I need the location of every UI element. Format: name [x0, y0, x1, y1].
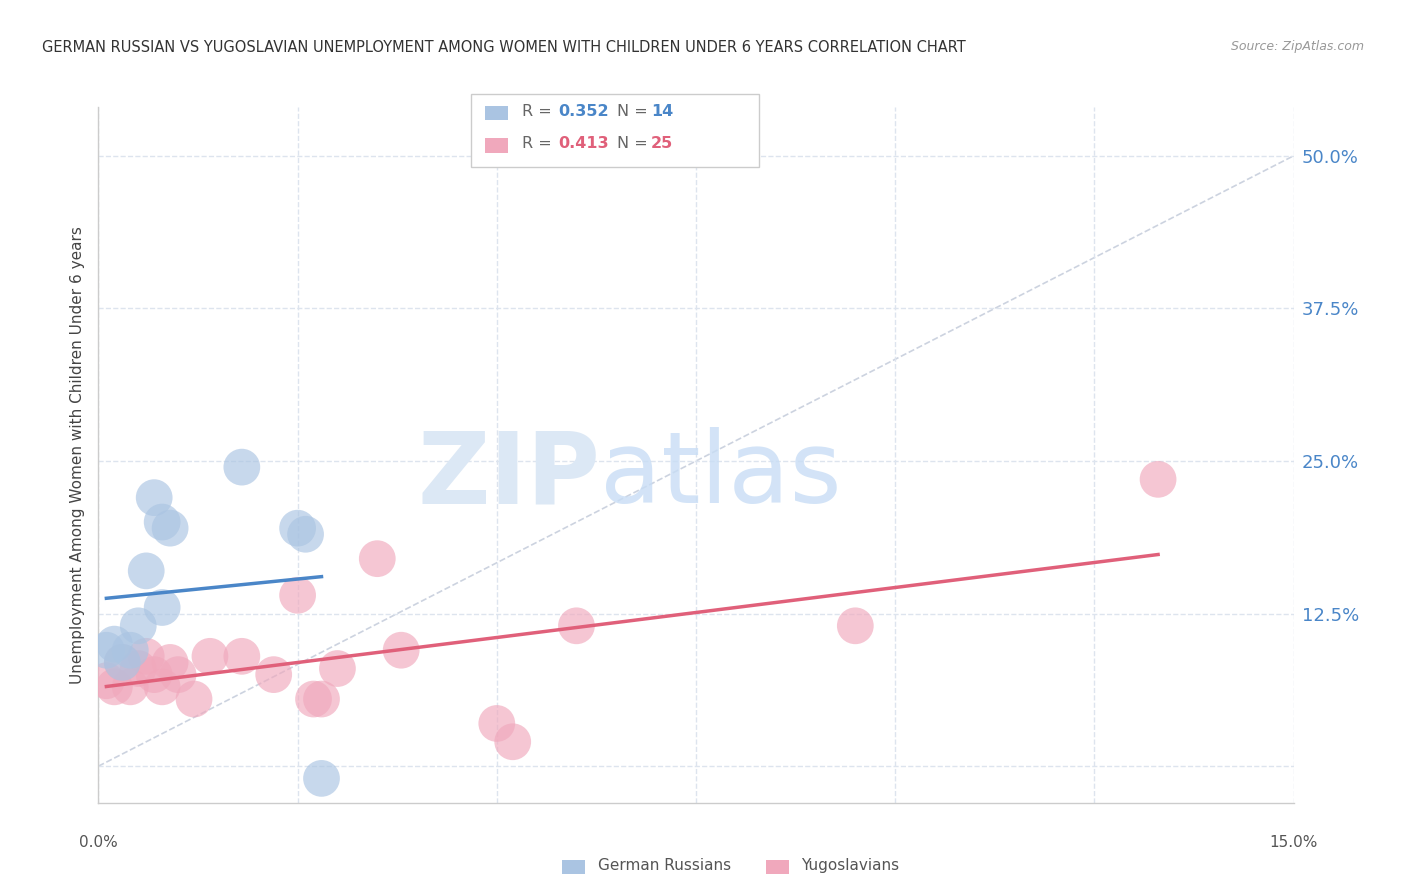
Point	[198, 649, 221, 664]
Point	[150, 600, 173, 615]
Point	[127, 619, 149, 633]
Text: 15.0%: 15.0%	[1270, 836, 1317, 850]
Point	[366, 551, 388, 566]
Point	[127, 661, 149, 675]
Point	[502, 735, 524, 749]
Point	[159, 656, 181, 670]
Point	[96, 643, 118, 657]
Point	[311, 772, 333, 786]
Point	[120, 643, 142, 657]
Point	[167, 667, 190, 681]
Text: atlas: atlas	[600, 427, 842, 524]
Point	[1147, 472, 1170, 486]
Point	[311, 692, 333, 706]
Point	[159, 521, 181, 535]
Point	[135, 564, 157, 578]
Point	[263, 667, 285, 681]
Point	[326, 661, 349, 675]
Text: GERMAN RUSSIAN VS YUGOSLAVIAN UNEMPLOYMENT AMONG WOMEN WITH CHILDREN UNDER 6 YEA: GERMAN RUSSIAN VS YUGOSLAVIAN UNEMPLOYME…	[42, 40, 966, 55]
Point	[231, 649, 253, 664]
Point	[389, 643, 412, 657]
Point	[111, 656, 134, 670]
Text: Yugoslavians: Yugoslavians	[801, 858, 900, 872]
Point	[120, 680, 142, 694]
Text: ZIP: ZIP	[418, 427, 600, 524]
Point	[302, 692, 325, 706]
Text: 0.0%: 0.0%	[79, 836, 118, 850]
Point	[143, 667, 166, 681]
Point	[111, 656, 134, 670]
Point	[143, 491, 166, 505]
Text: 0.413: 0.413	[558, 136, 609, 151]
Point	[294, 527, 316, 541]
Text: N =: N =	[617, 136, 654, 151]
Point	[135, 649, 157, 664]
Point	[231, 460, 253, 475]
Point	[287, 521, 309, 535]
Text: Source: ZipAtlas.com: Source: ZipAtlas.com	[1230, 40, 1364, 54]
Text: R =: R =	[522, 136, 557, 151]
Point	[485, 716, 508, 731]
Point	[103, 680, 125, 694]
Point	[96, 673, 118, 688]
Point	[565, 619, 588, 633]
Point	[287, 588, 309, 602]
Point	[103, 637, 125, 651]
Point	[150, 680, 173, 694]
Y-axis label: Unemployment Among Women with Children Under 6 years: Unemployment Among Women with Children U…	[69, 226, 84, 684]
Point	[150, 515, 173, 529]
Point	[844, 619, 866, 633]
Text: 25: 25	[651, 136, 673, 151]
Text: 14: 14	[651, 104, 673, 119]
Text: N =: N =	[617, 104, 654, 119]
Text: R =: R =	[522, 104, 557, 119]
Text: German Russians: German Russians	[598, 858, 731, 872]
Point	[183, 692, 205, 706]
Text: 0.352: 0.352	[558, 104, 609, 119]
